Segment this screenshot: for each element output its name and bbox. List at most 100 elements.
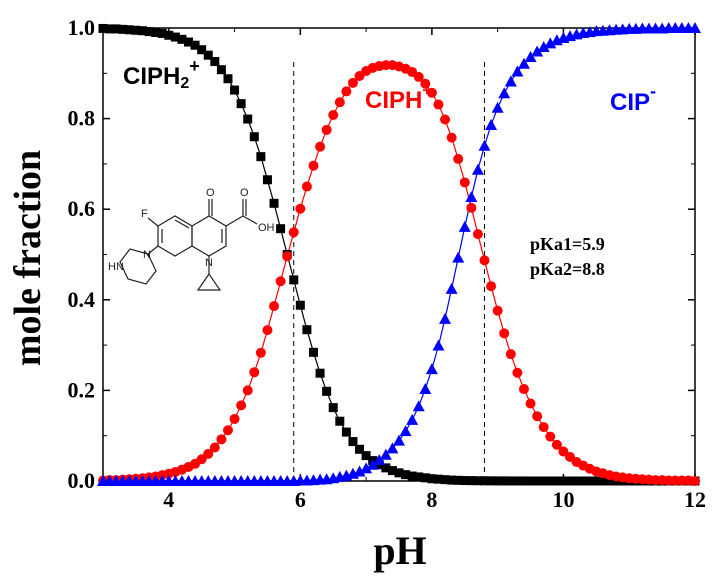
data-point-zwitterion	[275, 276, 286, 287]
data-point-cation	[216, 65, 226, 75]
y-tick-label: 0.8	[68, 106, 96, 131]
pka-guide-lines	[293, 59, 486, 481]
data-point-zwitterion	[453, 153, 464, 164]
data-point-zwitterion	[558, 446, 569, 457]
data-point-zwitterion	[459, 177, 470, 188]
data-point-cation	[269, 198, 279, 208]
data-point-cation	[604, 476, 614, 486]
data-point-cation	[295, 300, 305, 310]
data-point-zwitterion	[413, 71, 424, 82]
data-point-zwitterion	[446, 132, 457, 143]
data-point-cation	[585, 476, 595, 486]
data-point-zwitterion	[321, 124, 332, 135]
y-tick-label: 0.4	[68, 287, 96, 312]
data-point-anion	[485, 118, 498, 130]
data-point-zwitterion	[315, 141, 326, 152]
series-markers	[97, 22, 701, 486]
data-point-anion	[419, 383, 432, 395]
data-point-anion	[445, 282, 458, 294]
atom-n-quinolone: N	[205, 257, 213, 269]
data-point-cation	[460, 476, 470, 486]
data-point-zwitterion	[433, 99, 444, 110]
atom-hn: HN	[108, 261, 124, 273]
data-point-cation	[440, 475, 450, 485]
data-point-cation	[407, 471, 417, 481]
data-point-cation	[433, 474, 443, 484]
data-point-zwitterion	[420, 78, 431, 89]
atom-oh: OH	[258, 222, 275, 234]
data-point-anion	[498, 87, 511, 99]
data-point-cation	[111, 24, 121, 34]
data-point-cation	[137, 26, 147, 36]
x-tick-label: 10	[552, 487, 574, 512]
data-point-cation	[552, 476, 562, 486]
structure-atom-labels: F O O OH N N HN	[108, 187, 275, 273]
atom-n-piperazine: N	[143, 249, 151, 261]
data-point-anion	[439, 312, 452, 324]
data-point-cation	[302, 325, 312, 335]
data-point-anion	[425, 363, 438, 375]
data-point-zwitterion	[269, 301, 280, 312]
data-point-zwitterion	[328, 109, 339, 120]
data-point-zwitterion	[532, 411, 543, 422]
data-point-cation	[190, 40, 200, 50]
data-point-zwitterion	[347, 77, 358, 88]
data-point-cation	[223, 74, 233, 84]
data-point-cation	[401, 470, 411, 480]
data-point-cation	[157, 28, 167, 38]
data-point-zwitterion	[288, 227, 299, 238]
y-axis-title: mole fraction	[7, 150, 49, 366]
data-point-anion	[393, 434, 405, 446]
data-point-zwitterion	[440, 114, 451, 125]
data-point-anion	[452, 251, 465, 263]
data-point-cation	[519, 476, 529, 486]
data-point-zwitterion	[229, 413, 240, 424]
y-tick-label: 1.0	[68, 15, 96, 40]
data-point-zwitterion	[341, 86, 352, 97]
data-point-cation	[414, 472, 424, 482]
data-point-cation	[545, 476, 555, 486]
data-point-zwitterion	[472, 229, 483, 240]
data-point-anion	[544, 37, 557, 49]
data-point-anion	[491, 101, 504, 113]
data-point-cation	[249, 132, 259, 142]
data-point-zwitterion	[249, 367, 260, 378]
data-point-anion	[511, 65, 524, 77]
data-point-cation	[230, 85, 240, 95]
data-point-cation	[394, 468, 404, 478]
data-point-zwitterion	[222, 425, 233, 436]
label-anion: CIP-	[610, 81, 656, 116]
data-point-cation	[203, 50, 213, 60]
atom-o-ketone: O	[206, 187, 215, 199]
y-tick-label: 0.2	[68, 377, 96, 402]
data-point-cation	[466, 476, 476, 486]
series-line-zwitterion	[102, 64, 696, 482]
data-point-zwitterion	[690, 476, 700, 486]
data-point-cation	[493, 476, 503, 486]
data-point-anion	[517, 57, 530, 69]
data-point-cation	[164, 30, 174, 40]
data-point-anion	[471, 163, 484, 175]
data-point-cation	[236, 99, 246, 109]
data-point-anion	[412, 400, 425, 412]
data-point-anion	[353, 465, 366, 477]
data-point-cation	[486, 476, 496, 486]
data-point-zwitterion	[196, 454, 207, 465]
data-point-anion	[373, 454, 386, 466]
data-point-zwitterion	[209, 442, 220, 453]
data-point-cation	[381, 463, 391, 473]
tick-labels: 4 6 8 10 12 0.0 0.2 0.4 0.6 0.8 1.0	[68, 15, 707, 512]
data-point-cation	[473, 476, 483, 486]
data-point-zwitterion	[512, 367, 523, 378]
data-point-zwitterion	[492, 305, 503, 316]
data-point-anion	[465, 190, 478, 202]
data-point-cation	[328, 403, 338, 413]
data-point-anion	[537, 41, 550, 53]
data-point-cation	[506, 476, 516, 486]
data-point-cation	[572, 476, 582, 486]
data-point-cation	[98, 23, 108, 33]
label-cation: CIPH2+	[123, 56, 200, 92]
x-tick-label: 6	[295, 487, 306, 512]
data-point-cation	[210, 57, 220, 67]
